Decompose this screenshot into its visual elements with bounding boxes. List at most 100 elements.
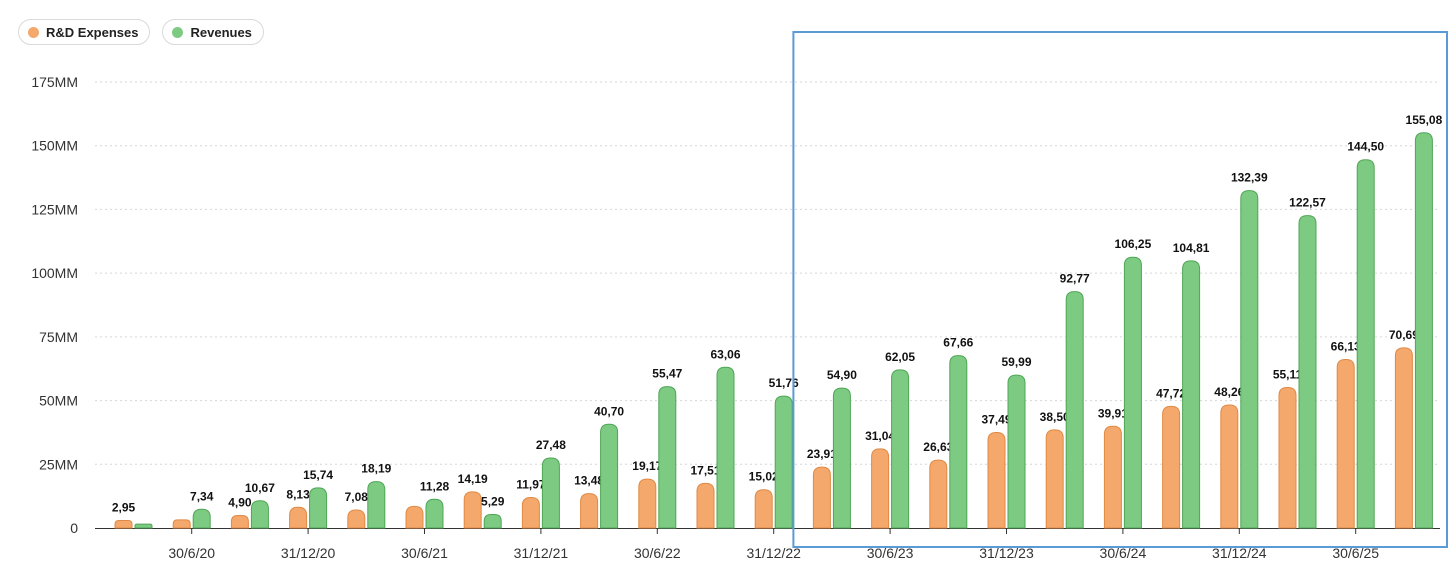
revenues-bar (600, 423, 619, 529)
highlight-box (792, 31, 1448, 548)
x-tick-label: 31/12/24 (1212, 545, 1267, 561)
revenues-bar (891, 369, 910, 529)
rd-expenses-bar (638, 478, 657, 529)
revenues-bar (1298, 215, 1317, 529)
legend-item-rd-expenses[interactable]: R&D Expenses (18, 19, 151, 45)
rd-expenses-bar (521, 496, 540, 529)
y-tick-label: 0 (70, 520, 78, 536)
rd-expenses-data-label: 17,51 (690, 463, 720, 477)
rd-expenses-bar (1045, 429, 1064, 529)
rd-expenses-data-label: 55,11 (1273, 368, 1303, 382)
rd-expenses-data-label: 70,69 (1389, 328, 1419, 342)
revenues-data-label: 106,25 (1115, 237, 1152, 251)
y-tick-label: 75MM (39, 329, 78, 345)
revenues-bar (774, 395, 793, 529)
rd-expenses-data-label: 23,91 (807, 447, 837, 461)
rd-expenses-bar (1278, 387, 1297, 529)
revenues-data-label: 51,76 (769, 376, 799, 390)
revenues-data-label: 67,66 (943, 336, 973, 350)
rd-expenses-bar (696, 482, 715, 529)
rd-expenses-data-label: 7,08 (345, 490, 369, 504)
y-tick-label: 175MM (31, 74, 78, 90)
revenues-bar (1182, 260, 1201, 529)
revenues-bar (1356, 159, 1375, 529)
rd-expenses-bar (1336, 358, 1355, 529)
rd-expenses-data-label: 13,48 (574, 474, 604, 488)
revenues-bar (541, 457, 560, 529)
revenues-data-label: 11,28 (420, 479, 450, 493)
revenues-data-label: 104,81 (1173, 241, 1210, 255)
rd-expenses-data-label: 15,02 (749, 470, 779, 484)
revenues-data-label: 63,06 (710, 347, 740, 361)
rd-expenses-bar (463, 491, 482, 529)
x-tick-label: 30/6/22 (634, 545, 681, 561)
rd-expenses-bar (289, 506, 308, 529)
revenues-data-label: 5,29 (481, 495, 505, 509)
revenues-bar (425, 498, 444, 529)
revenues-data-label: 27,48 (536, 438, 566, 452)
x-tick-label: 31/12/21 (514, 545, 569, 561)
x-tick-label: 31/12/22 (746, 545, 801, 561)
rd-expenses-data-label: 11,97 (516, 477, 546, 491)
revenues-data-label: 92,77 (1060, 272, 1090, 286)
rd-expenses-data-label: 48,26 (1214, 385, 1244, 399)
revenues-bar (367, 481, 386, 529)
rd-expenses-bar (987, 431, 1006, 529)
legend-label-revenues: Revenues (190, 24, 252, 40)
revenues-data-label: 62,05 (885, 350, 915, 364)
revenues-data-label: 122,57 (1289, 196, 1326, 210)
y-tick-label: 50MM (39, 393, 78, 409)
y-tick-label: 150MM (31, 138, 78, 154)
y-tick-label: 25MM (39, 456, 78, 472)
revenues-data-label: 7,34 (190, 489, 214, 503)
rd-expenses-data-label: 47,72 (1156, 386, 1186, 400)
rd-expenses-data-label: 14,19 (458, 472, 488, 486)
revenues-data-label: 155,08 (1406, 113, 1443, 127)
legend-label-rd: R&D Expenses (46, 24, 139, 40)
revenues-bar (1123, 256, 1142, 529)
rd-expenses-data-label: 8,13 (286, 487, 310, 501)
rd-expenses-data-label: 4,90 (228, 496, 252, 510)
x-tick-label: 30/6/23 (867, 545, 914, 561)
rd-expenses-bar (754, 489, 773, 529)
rd-expenses-data-label: 19,17 (632, 459, 662, 473)
rd-expenses-data-label: 31,04 (865, 429, 895, 443)
rd-expenses-data-label: 26,63 (923, 440, 953, 454)
revenues-bar (1240, 190, 1259, 529)
rd-expenses-bar (1162, 405, 1181, 529)
rd-expenses-bar (929, 459, 948, 529)
revenues-data-label: 15,74 (303, 468, 333, 482)
rd-expenses-bar (580, 493, 599, 529)
x-tick-label: 30/6/20 (168, 545, 215, 561)
rd-expenses-data-label: 38,50 (1040, 410, 1070, 424)
revenues-bar (716, 366, 735, 529)
revenues-data-label: 10,67 (245, 481, 275, 495)
x-tick-label: 31/12/23 (979, 545, 1034, 561)
revenues-bar (483, 514, 502, 529)
legend: R&D Expenses Revenues (18, 19, 264, 45)
revenues-bar (1065, 291, 1084, 529)
rd-expenses-data-label: 39,91 (1098, 406, 1128, 420)
revenues-bar (192, 508, 211, 529)
y-tick-label: 125MM (31, 201, 78, 217)
revenues-bar (832, 387, 851, 529)
rd-expenses-data-label: 37,49 (981, 412, 1011, 426)
revenues-data-label: 59,99 (1001, 355, 1031, 369)
x-tick-label: 30/6/25 (1332, 545, 1379, 561)
revenues-bar (309, 487, 328, 529)
legend-dot-revenues (172, 26, 184, 38)
revenues-data-label: 40,70 (594, 404, 624, 418)
rd-expenses-bar (405, 505, 424, 529)
x-tick-label: 30/6/24 (1100, 545, 1147, 561)
revenues-data-label: 55,47 (652, 367, 682, 381)
rd-expenses-bar (172, 519, 191, 529)
revenues-data-label: 144,50 (1347, 140, 1384, 154)
x-tick-label: 31/12/20 (281, 545, 336, 561)
legend-item-revenues[interactable]: Revenues (162, 19, 264, 45)
y-tick-label: 100MM (31, 265, 78, 281)
x-tick-label: 30/6/21 (401, 545, 448, 561)
rd-expenses-bar (1220, 404, 1239, 529)
revenues-data-label: 54,90 (827, 368, 857, 382)
rd-expenses-bar (114, 519, 133, 529)
